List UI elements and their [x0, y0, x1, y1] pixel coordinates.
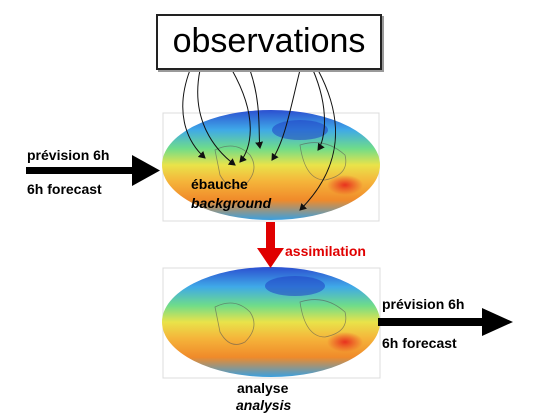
assimilation-arrow [257, 222, 284, 268]
observations-label: observations [172, 22, 366, 60]
obs-arrow-5 [271, 69, 301, 161]
output-forecast-fr-label: prévision 6h [382, 296, 465, 312]
input-forecast-fr-label: prévision 6h [27, 147, 110, 163]
obs-arrow-3 [231, 69, 251, 163]
output-forecast-en-label: 6h forecast [382, 335, 457, 351]
analysis-map [162, 267, 381, 379]
obs-arrow-1 [182, 69, 206, 159]
analysis-fr-label: analyse [237, 380, 289, 396]
obs-arrow-4 [249, 69, 264, 149]
obs-arrow-7 [299, 69, 337, 211]
assimilation-label: assimilation [285, 243, 366, 259]
background-fr-label: ébauche [191, 176, 248, 192]
input-forecast-en-label: 6h forecast [27, 181, 102, 197]
observations-box [156, 14, 382, 70]
input-forecast-arrow [26, 155, 160, 186]
analysis-en-label: analysis [236, 397, 292, 413]
obs-arrow-6 [312, 69, 325, 151]
background-map [162, 110, 380, 222]
output-forecast-arrow [378, 308, 513, 336]
obs-arrow-2 [197, 69, 236, 166]
background-en-label: background [191, 195, 272, 211]
observation-arrows [182, 69, 337, 211]
